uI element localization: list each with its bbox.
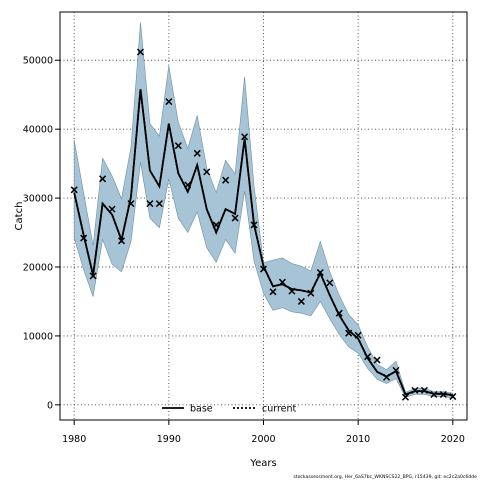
x-tick-label: 1980	[62, 434, 86, 445]
observed-point	[297, 297, 305, 305]
observed-point	[70, 186, 78, 194]
observed-point	[165, 98, 173, 106]
observed-point	[212, 221, 220, 229]
observed-point	[373, 356, 381, 364]
observed-point	[193, 149, 201, 157]
observed-point	[288, 287, 296, 295]
y-tick-label: 30000	[23, 194, 53, 205]
observed-point	[117, 237, 126, 245]
legend-label-base: base	[190, 404, 213, 415]
observed-point	[89, 272, 97, 280]
observed-point	[316, 268, 324, 277]
observed-point	[108, 205, 116, 213]
observed-point	[411, 386, 419, 394]
observed-point	[80, 234, 88, 242]
observed-point	[364, 353, 372, 361]
x-tick-label: 2020	[441, 434, 465, 445]
observed-point	[439, 390, 447, 399]
observed-point	[174, 142, 182, 150]
observed-point	[127, 200, 135, 208]
confidence-band-layer	[73, 22, 454, 399]
observed-point	[354, 331, 362, 339]
observed-point	[269, 288, 277, 296]
observed-point	[184, 181, 192, 189]
observed-point	[250, 221, 258, 229]
observed-points	[70, 48, 457, 401]
observed-point	[146, 200, 154, 208]
observed-point	[449, 393, 457, 401]
y-tick-label: 0	[47, 400, 53, 411]
y-tick-label: 40000	[23, 125, 53, 136]
y-axis: 0 10000 20000 30000 40000 50000	[23, 56, 60, 411]
observed-point	[99, 175, 107, 183]
footer-note: stockassessment.org, Her_6aS7bc_WKNSCS22…	[293, 474, 477, 480]
observed-point	[345, 329, 353, 337]
observed-point	[307, 289, 315, 297]
x-axis: 1980 1990 2000 2010 2020	[62, 420, 465, 445]
observed-point	[136, 48, 144, 56]
observed-point	[420, 386, 428, 394]
x-tick-label: 2010	[346, 434, 370, 445]
observed-point	[430, 390, 438, 399]
observed-point	[203, 168, 211, 176]
observed-point	[401, 393, 410, 401]
x-axis-title: Years	[249, 458, 276, 469]
y-tick-label: 20000	[23, 263, 53, 274]
x-tick-label: 1990	[157, 434, 181, 445]
observed-point	[259, 265, 268, 273]
y-tick-label: 10000	[23, 331, 53, 342]
observed-point	[326, 279, 334, 287]
legend: base current	[162, 404, 297, 415]
observed-point	[155, 200, 163, 208]
y-axis-title: Catch	[14, 202, 25, 231]
observed-point	[222, 176, 230, 184]
y-tick-label: 50000	[23, 56, 53, 67]
observed-point	[241, 133, 249, 141]
x-tick-label: 2000	[251, 434, 275, 445]
observed-point	[231, 214, 239, 222]
observed-point	[392, 366, 400, 374]
observed-point	[335, 309, 343, 317]
confidence-band	[73, 22, 454, 399]
legend-label-current: current	[262, 404, 297, 415]
observed-point	[278, 278, 286, 286]
observed-point	[383, 373, 391, 381]
